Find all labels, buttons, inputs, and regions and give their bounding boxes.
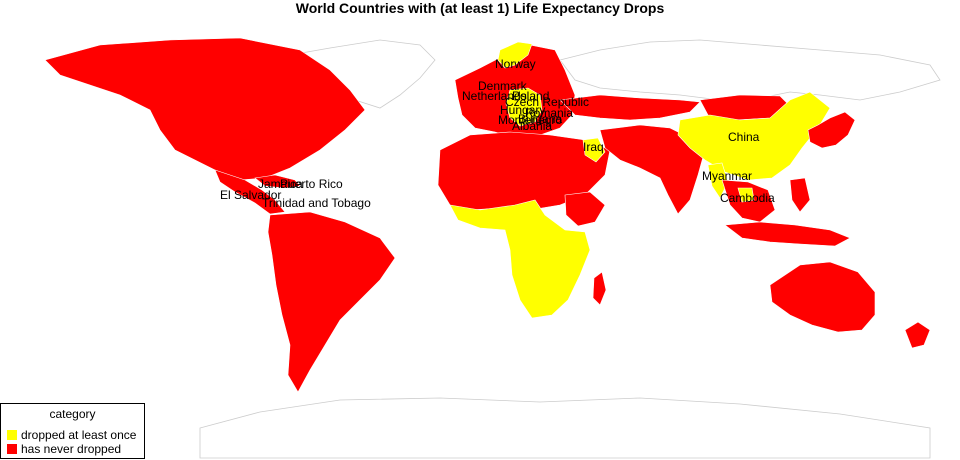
- label-hungary: Hungary: [500, 103, 545, 117]
- region-norway: [497, 41, 533, 69]
- region-japan-korea: [807, 111, 856, 149]
- region-philippines: [789, 177, 811, 213]
- region-sub-saharan-africa: [449, 199, 591, 319]
- region-new-zealand: [904, 321, 931, 349]
- region-cambodia: [737, 187, 755, 203]
- region-indonesia: [724, 221, 851, 247]
- region-north-america: [44, 37, 366, 181]
- region-horn-of-africa: [564, 191, 606, 227]
- label-denmark: Denmark: [478, 79, 528, 93]
- label-puerto-rico: Puerto Rico: [280, 177, 343, 191]
- label-el-salvador: El Salvador: [220, 188, 281, 202]
- region-eastern-europe-dropped: [505, 87, 543, 127]
- legend-label-dropped: dropped at least once: [21, 428, 137, 442]
- label-norway: Norway: [495, 57, 536, 71]
- legend-title: category: [49, 407, 96, 421]
- russia-outline: [559, 39, 941, 101]
- legend-item-dropped: dropped at least once: [7, 428, 136, 442]
- region-south-america: [267, 211, 396, 393]
- region-central-america: [214, 169, 286, 215]
- legend-swatch-dropped: [7, 430, 17, 440]
- label-albania: Albania: [512, 119, 552, 133]
- legend-label-never-dropped: has never dropped: [21, 442, 122, 456]
- label-romania: Romania: [525, 106, 573, 120]
- label-poland: Poland: [512, 89, 549, 103]
- region-caribbean: [254, 174, 301, 189]
- legend-swatch-never-dropped: [7, 444, 17, 454]
- region-china: [677, 91, 831, 181]
- label-bulgaria: Bulgaria: [518, 112, 562, 126]
- antarctica-outline: [199, 397, 931, 459]
- region-iraq: [582, 137, 606, 163]
- region-myanmar: [707, 162, 729, 199]
- label-czech-republic: Czech Republic: [505, 95, 589, 109]
- region-russia-south: [559, 94, 701, 121]
- label-cambodia: Cambodia: [720, 191, 775, 205]
- label-china: China: [728, 130, 760, 144]
- label-iraq: Iraq: [583, 140, 604, 154]
- region-madagascar: [592, 271, 607, 306]
- region-south-asia: [599, 124, 706, 215]
- region-australia: [769, 261, 876, 333]
- label-myanmar: Myanmar: [702, 169, 752, 183]
- map-legend: category dropped at least once has never…: [0, 403, 145, 459]
- label-netherlands: Netherlands: [462, 89, 527, 103]
- label-jamaica: Jamaica: [258, 177, 303, 191]
- label-trinidad-and-tobago: Trinidad and Tobago: [262, 196, 371, 210]
- legend-item-never-dropped: has never dropped: [7, 442, 121, 456]
- label-montenegro: Montenegro: [498, 113, 562, 127]
- map-title: World Countries with (at least 1) Life E…: [295, 0, 665, 16]
